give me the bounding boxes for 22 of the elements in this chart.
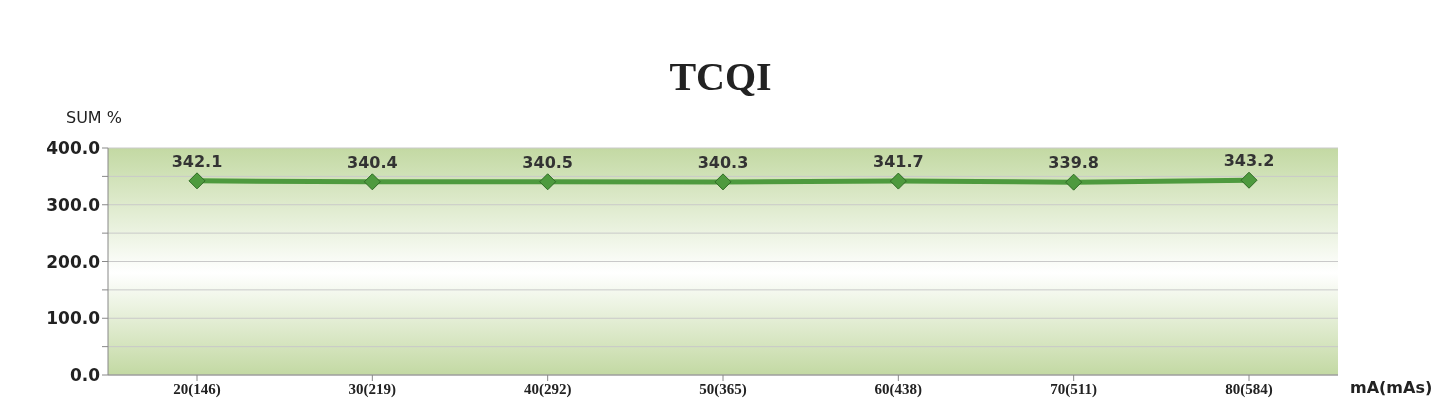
data-label: 340.3 [697,152,749,172]
y-axis-title: SUM % [66,108,122,127]
x-tick-label: 40(292) [523,380,572,398]
data-label: 342.1 [171,151,223,171]
data-label: 340.5 [522,152,573,172]
data-label: 340.4 [347,152,398,172]
data-label: 341.7 [873,152,924,172]
data-label: 339.8 [1048,153,1099,173]
x-tick-label: 20(146) [173,380,221,398]
x-tick-label: 80(584) [1225,380,1273,398]
data-label: 343.2 [1223,151,1275,171]
chart-title: TCQI [668,53,773,100]
x-tick-label: 50(365) [699,380,747,398]
y-tick-label: 200.0 [46,251,101,272]
x-tick-label: 30(219) [348,380,397,398]
y-tick-label: 0.0 [69,365,101,386]
y-tick-label: 100.0 [46,308,101,329]
x-axis-title: mA(mAs) [1350,378,1433,397]
x-tick-label: 60(438) [874,380,923,398]
y-tick-label: 300.0 [46,194,101,215]
x-tick-label: 70(511) [1050,380,1097,398]
y-tick-label: 400.0 [46,138,101,159]
